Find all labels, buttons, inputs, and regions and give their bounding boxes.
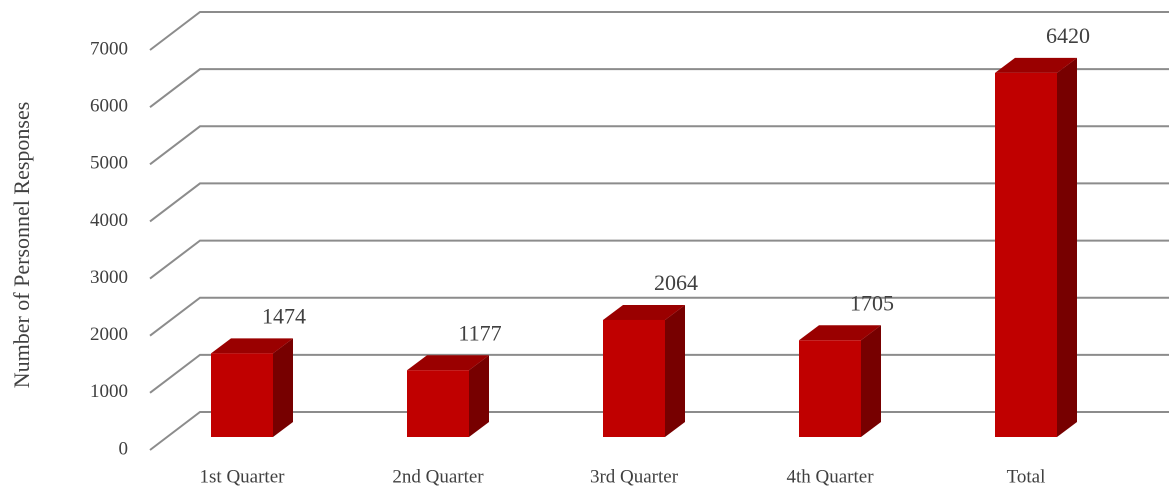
y-axis-label: Number of Personnel Responses xyxy=(9,102,34,389)
y-tick-label: 0 xyxy=(119,438,129,459)
x-tick-label: Total xyxy=(1007,466,1046,487)
value-label: 1474 xyxy=(262,303,306,328)
bar-side xyxy=(469,355,489,437)
grid-line xyxy=(149,68,1169,108)
bar-top xyxy=(995,57,1077,73)
bar-side xyxy=(1057,57,1077,437)
bar-front xyxy=(799,340,861,437)
bar xyxy=(799,325,881,437)
y-tick-label: 7000 xyxy=(90,38,128,59)
value-label: 1705 xyxy=(850,290,894,315)
bar-top xyxy=(799,325,881,341)
y-tick-label: 6000 xyxy=(90,96,128,117)
bar-side xyxy=(665,304,685,437)
value-label: 2064 xyxy=(654,270,698,295)
x-tick-label: 3rd Quarter xyxy=(590,466,679,487)
x-tick-label: 1st Quarter xyxy=(200,466,286,487)
bar-top xyxy=(211,338,293,354)
value-label: 1177 xyxy=(458,320,501,345)
y-tick-label: 5000 xyxy=(90,153,128,174)
bar xyxy=(407,355,489,437)
grid-line xyxy=(149,182,1169,223)
bar-side xyxy=(861,325,881,437)
bar-top xyxy=(603,304,685,320)
y-tick-label: 1000 xyxy=(90,381,128,402)
bar-front xyxy=(603,319,665,437)
x-tick-label: 2nd Quarter xyxy=(392,466,484,487)
grid-line xyxy=(149,239,1169,280)
y-tick-label: 4000 xyxy=(90,210,128,231)
bar xyxy=(211,338,293,437)
bar xyxy=(603,304,685,437)
grid-line xyxy=(149,296,1169,337)
bar-top xyxy=(407,355,489,371)
bar-front xyxy=(407,370,469,437)
grid-line xyxy=(149,11,1169,51)
value-label: 6420 xyxy=(1046,23,1090,48)
bar xyxy=(995,57,1077,437)
bar-side xyxy=(273,338,293,437)
bar-front xyxy=(211,353,273,437)
bar-front xyxy=(995,72,1057,437)
y-tick-label: 2000 xyxy=(90,324,128,345)
grid-line xyxy=(149,125,1169,166)
x-tick-label: 4th Quarter xyxy=(786,466,874,487)
y-tick-label: 3000 xyxy=(90,267,128,288)
